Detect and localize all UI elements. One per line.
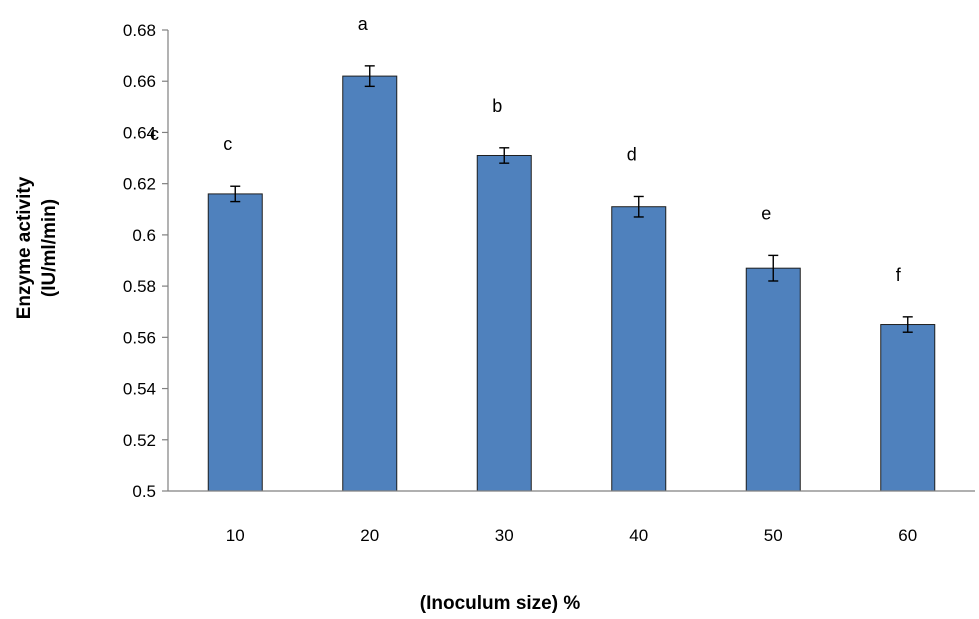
x-tick-label: 40 — [629, 526, 648, 545]
y-tick-label: 0.52 — [123, 431, 156, 450]
bar — [476, 154, 532, 492]
y-tick-label: 0.66 — [123, 72, 156, 91]
y-axis: 0.5 0.52 0.54 0.56 0.58 0.6 0.62 0.64 0.66 0.68 — [123, 21, 169, 501]
significance-letter: b — [492, 96, 502, 116]
x-tick-label: 50 — [764, 526, 783, 545]
bars: c a b d e f — [207, 14, 936, 492]
y-axis-title-line2: (IU/ml/min) — [39, 199, 60, 297]
bar — [342, 75, 398, 492]
y-tick-label: 0.58 — [123, 277, 156, 296]
x-tick-label: 60 — [898, 526, 917, 545]
x-tick-label: 20 — [360, 526, 379, 545]
bar — [207, 193, 263, 492]
bar — [611, 206, 667, 492]
x-tick-label: 30 — [495, 526, 514, 545]
y-axis-title-line1: Enzyme activity — [14, 176, 35, 319]
bar — [880, 324, 936, 492]
y-tick-label: 0.68 — [123, 21, 156, 40]
y-tick-label: 0.56 — [123, 328, 156, 347]
significance-letter: f — [896, 265, 902, 285]
y-tick-label: 0.5 — [132, 482, 156, 501]
y-tick-label: 0.62 — [123, 175, 156, 194]
significance-letter: c — [223, 134, 232, 154]
x-axis-title: (Inoculum size) % — [420, 593, 581, 614]
significance-letter: e — [761, 203, 771, 223]
y-tick-label: 0.6 — [132, 226, 156, 245]
y-tick-label: 0.64 — [123, 123, 156, 142]
bar — [745, 267, 801, 492]
significance-letter: a — [358, 14, 369, 34]
y-axis-title: Enzyme activity (IU/ml/min) — [14, 176, 60, 319]
stray-significance-letter: c — [150, 124, 159, 144]
significance-letter: d — [627, 144, 637, 164]
y-tick-label: 0.54 — [123, 380, 156, 399]
x-tick-label: 10 — [226, 526, 245, 545]
x-axis: 10 20 30 40 50 60 — [168, 490, 975, 545]
